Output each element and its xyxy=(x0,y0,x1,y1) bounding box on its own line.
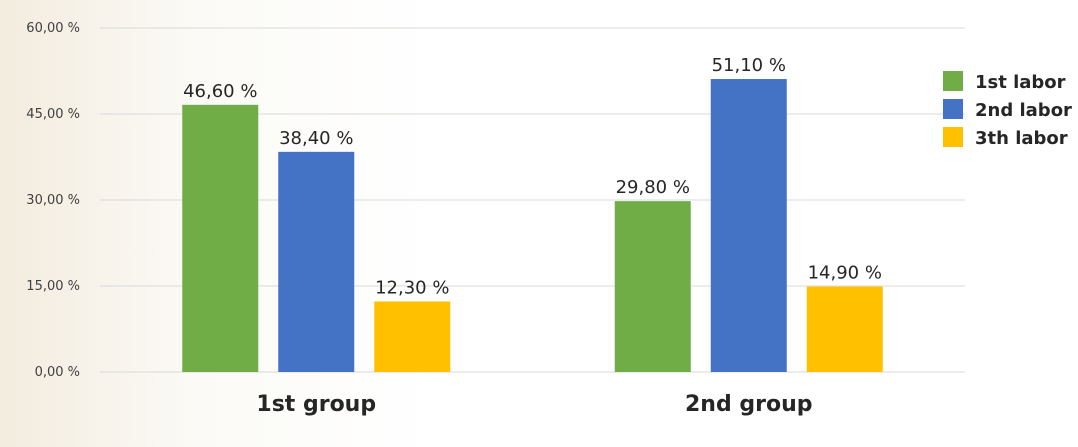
data-label: 46,60 % xyxy=(183,81,257,102)
category-label: 1st group xyxy=(256,392,376,417)
y-tick-label: 15,00 % xyxy=(26,279,80,294)
bar xyxy=(614,201,691,372)
data-label: 51,10 % xyxy=(712,55,786,76)
y-tick-label: 30,00 % xyxy=(26,193,80,208)
y-tick-label: 0,00 % xyxy=(35,365,80,380)
legend-label: 2nd labor xyxy=(975,100,1072,121)
y-tick-label: 60,00 % xyxy=(26,21,80,36)
data-label: 38,40 % xyxy=(279,128,353,149)
bar xyxy=(806,286,883,372)
bar xyxy=(182,104,259,373)
data-label: 14,90 % xyxy=(808,263,882,284)
bar xyxy=(278,151,355,372)
data-label: 29,80 % xyxy=(616,177,690,198)
legend-label: 1st labor xyxy=(975,72,1066,93)
legend-swatch xyxy=(943,71,963,91)
bar xyxy=(374,301,451,372)
legend-swatch xyxy=(943,127,963,147)
legend-label: 3th labor xyxy=(975,128,1068,149)
bar xyxy=(710,79,787,372)
y-tick-label: 45,00 % xyxy=(26,107,80,122)
category-label: 2nd group xyxy=(685,392,813,417)
data-label: 12,30 % xyxy=(375,277,449,298)
legend-swatch xyxy=(943,99,963,119)
